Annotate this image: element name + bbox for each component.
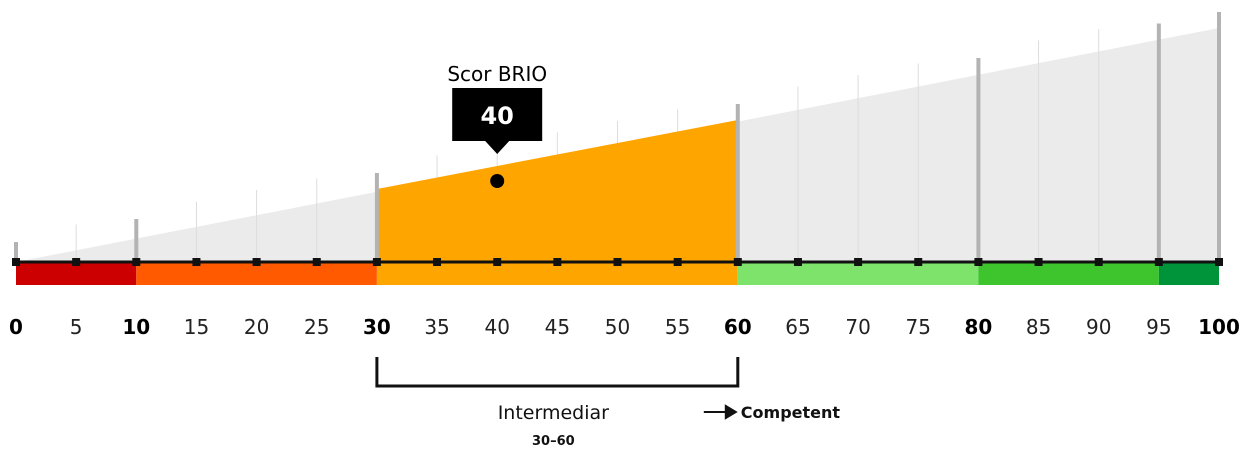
tick-label: 45 <box>545 315 570 339</box>
tick-marker <box>553 258 562 266</box>
tick-label: 60 <box>724 315 752 339</box>
tick-marker <box>793 258 802 266</box>
score-marker: Scor BRIO 40 <box>447 62 547 188</box>
tick-label: 90 <box>1086 315 1111 339</box>
tick-label: 75 <box>906 315 931 339</box>
tick-label: 80 <box>964 315 992 339</box>
range-bracket <box>375 357 740 388</box>
tick-label: 70 <box>845 315 870 339</box>
tick-marker <box>733 258 742 266</box>
tick-marker <box>192 258 201 266</box>
marker-value: 40 <box>480 102 513 130</box>
tick-label: 20 <box>244 315 269 339</box>
next-level: Competent <box>703 403 841 422</box>
tick-marker <box>1094 258 1103 266</box>
tick-marker <box>673 258 682 266</box>
tick-label: 55 <box>665 315 690 339</box>
next-level-label: Competent <box>741 403 841 422</box>
tick-marker <box>1154 258 1163 266</box>
marker-box <box>452 88 543 154</box>
tick-label: 50 <box>605 315 630 339</box>
tick-label: 0 <box>9 315 23 339</box>
color-segment <box>136 262 377 285</box>
color-segment <box>16 262 137 285</box>
tick-marker <box>493 258 502 266</box>
tick-label: 25 <box>304 315 329 339</box>
tick-marker <box>1034 258 1043 266</box>
band-range: 30–60 <box>532 434 575 449</box>
tick-label: 35 <box>424 315 449 339</box>
tick-marker <box>974 258 983 266</box>
color-segments <box>16 262 1219 285</box>
tick-label: 95 <box>1146 315 1171 339</box>
color-segment <box>376 262 738 285</box>
tick-labels: 0 5 10 15 20 25 30 35 40 45 50 55 60 65 70 75 80 85 90 95 10… <box>9 315 1240 339</box>
color-segment <box>978 262 1159 285</box>
highlight-wedge <box>376 120 738 262</box>
tick-label: 40 <box>484 315 509 339</box>
tick-marker <box>613 258 622 266</box>
tick-label: 30 <box>363 315 391 339</box>
tick-marker <box>372 258 381 266</box>
arrow-right-icon <box>703 404 738 420</box>
tick-marker <box>312 258 321 266</box>
tick-label: 100 <box>1198 315 1240 339</box>
tick-marker <box>433 258 442 266</box>
tick-marker <box>132 258 141 266</box>
tick-label: 15 <box>184 315 209 339</box>
tick-markers <box>12 258 1223 266</box>
marker-dot <box>490 174 505 188</box>
tick-marker <box>252 258 261 266</box>
tick-marker <box>12 258 20 266</box>
tick-label: 65 <box>785 315 810 339</box>
color-segment <box>1158 262 1219 285</box>
tick-label: 5 <box>70 315 83 339</box>
tick-marker <box>914 258 923 266</box>
band-label: Intermediar <box>498 402 609 424</box>
tick-label: 85 <box>1026 315 1051 339</box>
tick-label: 10 <box>122 315 150 339</box>
marker-title: Scor BRIO <box>447 62 547 86</box>
tick-marker <box>1215 258 1223 266</box>
color-segment <box>737 262 979 285</box>
tick-marker <box>72 258 81 266</box>
tick-marker <box>854 258 863 266</box>
